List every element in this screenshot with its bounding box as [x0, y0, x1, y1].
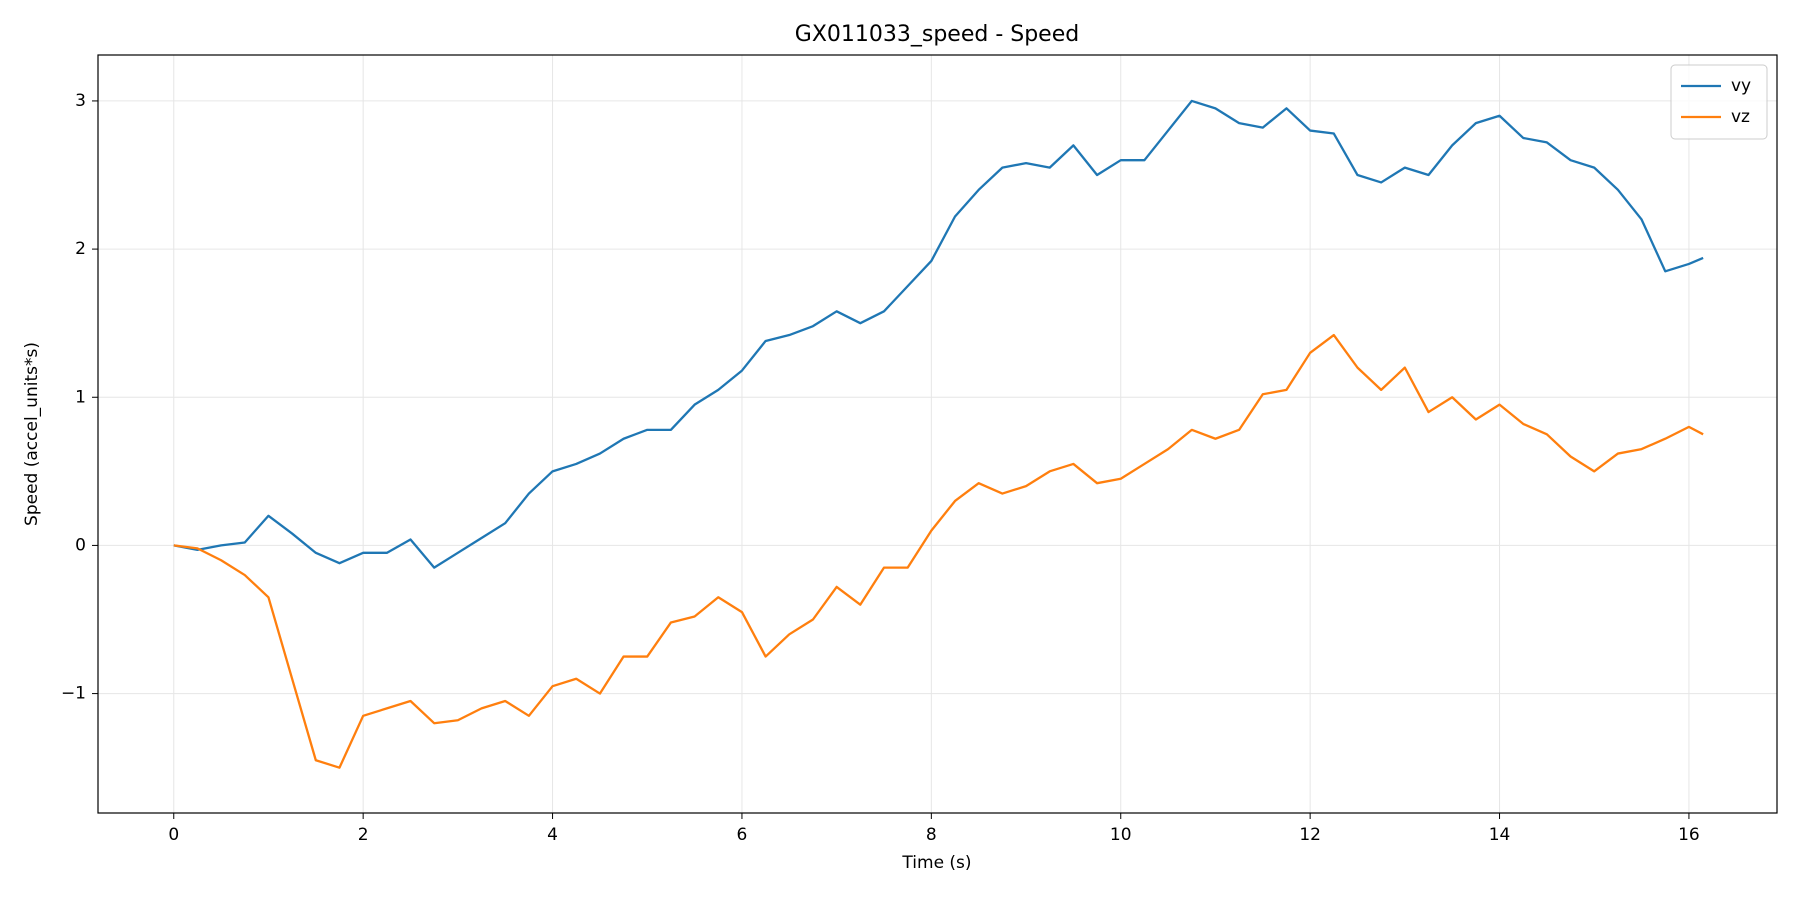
y-tick-label: 1 — [75, 387, 86, 407]
x-tick-label: 14 — [1489, 825, 1511, 845]
x-tick-label: 2 — [358, 825, 369, 845]
x-tick-label: 10 — [1110, 825, 1132, 845]
y-tick-label: −1 — [61, 684, 86, 704]
legend-box — [1670, 64, 1768, 140]
x-tick-label: 16 — [1678, 825, 1700, 845]
line-series — [173, 99, 1704, 569]
line-series — [173, 333, 1704, 769]
x-tick-label: 8 — [926, 825, 937, 845]
y-tick-label: 3 — [75, 91, 86, 111]
plot-frame — [97, 54, 1778, 814]
x-tick-label: 0 — [168, 825, 179, 845]
y-axis-label: Speed (accel_units*s) — [22, 342, 42, 526]
x-tick-label: 12 — [1299, 825, 1321, 845]
legend-label: vz — [1731, 107, 1750, 127]
chart-title: GX011033_speed - Speed — [795, 22, 1079, 47]
legend-label: vy — [1731, 76, 1751, 96]
x-tick-label: 4 — [547, 825, 558, 845]
y-tick-label: 2 — [75, 239, 86, 259]
x-axis-label: Time (s) — [901, 853, 971, 873]
x-tick-label: 6 — [737, 825, 748, 845]
y-tick-label: 0 — [75, 535, 86, 555]
